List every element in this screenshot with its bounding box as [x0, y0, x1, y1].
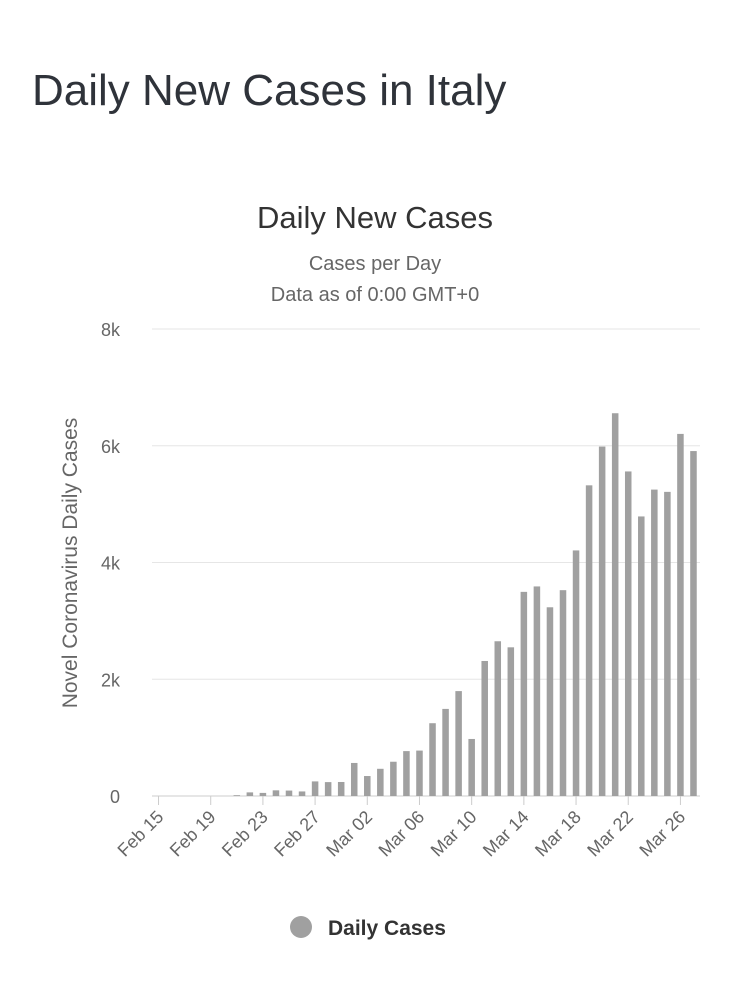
x-tick-label: Feb 19 — [166, 807, 220, 861]
x-tick-label: Mar 02 — [322, 807, 376, 861]
y-tick-labels: 0 2k 4k 6k 8k — [101, 320, 121, 807]
chart-subtitle-line-2: Data as of 0:00 GMT+0 — [271, 284, 479, 306]
bar[interactable] — [507, 647, 515, 796]
x-tick-label: Mar 22 — [583, 807, 637, 861]
bar[interactable] — [546, 607, 554, 796]
bar[interactable] — [377, 768, 384, 796]
x-tick-label: Mar 10 — [427, 807, 481, 861]
legend-series-label[interactable]: Daily Cases — [328, 917, 446, 940]
x-tick-label: Mar 06 — [375, 807, 429, 861]
legend-series-marker — [290, 916, 312, 938]
bar[interactable] — [585, 485, 593, 796]
bar[interactable] — [572, 550, 580, 796]
bar[interactable] — [559, 590, 567, 796]
bar[interactable] — [664, 491, 671, 796]
bar[interactable] — [481, 660, 488, 796]
y-tick-label: 6k — [101, 437, 121, 457]
bar[interactable] — [677, 433, 684, 796]
x-tick-label: Feb 27 — [270, 807, 324, 861]
bar[interactable] — [350, 762, 358, 796]
chart-title: Daily New Cases — [257, 200, 493, 235]
bar[interactable] — [298, 791, 306, 796]
bar[interactable] — [311, 781, 319, 796]
bar[interactable] — [364, 776, 371, 796]
bar[interactable] — [455, 691, 462, 796]
x-tick-label: Feb 15 — [114, 807, 168, 861]
x-tick-label: Mar 14 — [479, 807, 533, 861]
bar[interactable] — [651, 489, 658, 796]
bar[interactable] — [324, 782, 332, 796]
bar[interactable] — [611, 413, 619, 796]
bar[interactable] — [272, 790, 280, 796]
legend[interactable]: Daily Cases — [290, 916, 446, 940]
y-tick-label: 0 — [110, 787, 120, 807]
x-tick-label: Feb 23 — [218, 807, 272, 861]
bar[interactable] — [494, 641, 502, 796]
bar[interactable] — [390, 761, 397, 796]
y-axis-label: Novel Coronavirus Daily Cases — [59, 418, 82, 709]
bars — [233, 413, 697, 796]
y-tick-label: 8k — [101, 320, 121, 340]
bar[interactable] — [533, 586, 541, 796]
page-title: Daily New Cases in Italy — [32, 66, 507, 115]
bar[interactable] — [468, 738, 475, 796]
bar[interactable] — [598, 446, 606, 796]
x-tick-label: Mar 26 — [635, 807, 689, 861]
y-tick-label: 4k — [101, 554, 121, 574]
bar[interactable] — [246, 792, 254, 796]
grid-lines — [152, 328, 700, 797]
bar[interactable] — [638, 516, 645, 796]
bar[interactable] — [520, 591, 528, 796]
bar[interactable] — [233, 795, 241, 796]
bar[interactable] — [259, 792, 267, 796]
bar[interactable] — [337, 781, 345, 796]
bar[interactable] — [624, 471, 632, 796]
bar[interactable] — [285, 790, 293, 796]
bar[interactable] — [442, 708, 449, 796]
bar[interactable] — [429, 723, 436, 796]
bar[interactable] — [403, 751, 410, 796]
bar[interactable] — [416, 750, 423, 796]
y-tick-label: 2k — [101, 670, 121, 690]
bar[interactable] — [690, 451, 697, 796]
chart-subtitle-line-1: Cases per Day — [309, 253, 441, 275]
x-tick-label: Mar 18 — [531, 807, 585, 861]
